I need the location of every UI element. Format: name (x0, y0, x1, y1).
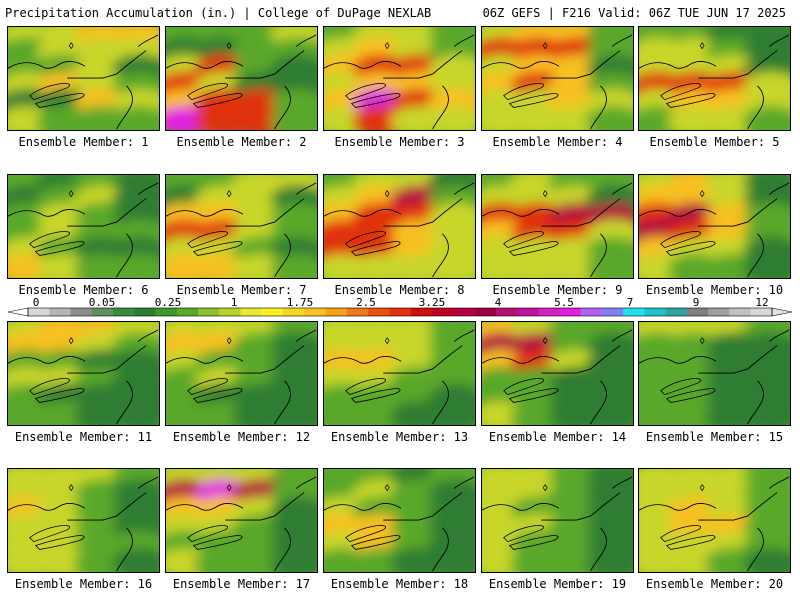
ensemble-member-map (323, 26, 476, 131)
colorbar-tick-label: 3.25 (418, 296, 446, 309)
colorbar-swatch (601, 308, 624, 316)
colorbar-tick-label: 0 (32, 296, 40, 309)
colorbar-low-arrow (8, 307, 29, 317)
ensemble-member-label: Ensemble Member: 13 (330, 430, 469, 444)
colorbar-swatch (261, 308, 284, 316)
ensemble-member-map (7, 321, 160, 426)
ensemble-member-map (638, 174, 791, 279)
ensemble-member-map (481, 174, 634, 279)
colorbar-swatch (453, 308, 475, 316)
ensemble-member-map (481, 321, 634, 426)
colorbar-swatch (538, 308, 560, 316)
colorbar-swatch (623, 308, 645, 316)
ensemble-member-map (165, 26, 318, 131)
colorbar-labels: 0 0.05 0.25 1 1.75 2.5 3.25 4 5.5 7 9 12 (0, 296, 800, 309)
colorbar-swatch (304, 308, 326, 316)
colorbar-swatch (49, 308, 71, 316)
colorbar-tick-label: 4 (494, 296, 502, 309)
ensemble-member-label: Ensemble Member: 7 (176, 283, 307, 297)
colorbar-swatch (325, 308, 348, 316)
ensemble-member-label: Ensemble Member: 12 (172, 430, 311, 444)
ensemble-member-label: Ensemble Member: 20 (645, 577, 784, 591)
ensemble-member-map (165, 468, 318, 573)
ensemble-member-map (638, 26, 791, 131)
ensemble-member-label: Ensemble Member: 18 (330, 577, 469, 591)
colorbar-swatch (495, 308, 518, 316)
ensemble-member-label: Ensemble Member: 1 (18, 135, 149, 149)
ensemble-member-map (165, 174, 318, 279)
colorbar-tick-label: 1 (230, 296, 238, 309)
colorbar-tick-label: 0.25 (154, 296, 182, 309)
ensemble-member-map (7, 26, 160, 131)
colorbar-tick-label: 9 (692, 296, 700, 309)
colorbar-swatch (240, 308, 263, 316)
colorbar-tick-label: 0.05 (88, 296, 116, 309)
colorbar-swatch (431, 308, 454, 316)
colorbar-swatch (665, 308, 688, 316)
ensemble-member-map (481, 26, 634, 131)
colorbar-swatch (559, 308, 581, 316)
colorbar-swatch (410, 308, 433, 316)
colorbar-swatch (176, 308, 199, 316)
colorbar-swatch (750, 308, 773, 316)
ensemble-member-label: Ensemble Member: 17 (172, 577, 311, 591)
ensemble-member-label: Ensemble Member: 8 (334, 283, 465, 297)
colorbar-swatch (389, 308, 411, 316)
ensemble-member-map (323, 174, 476, 279)
colorbar-swatch (346, 308, 369, 316)
colorbar-swatch (708, 308, 730, 316)
colorbar-tick-label: 12 (755, 296, 769, 309)
colorbar-tick-label: 5.5 (554, 296, 574, 309)
ensemble-member-label: Ensemble Member: 11 (14, 430, 153, 444)
colorbar-swatch (91, 308, 114, 316)
ensemble-member-label: Ensemble Member: 19 (488, 577, 627, 591)
ensemble-member-map (323, 468, 476, 573)
ensemble-member-label: Ensemble Member: 3 (334, 135, 465, 149)
ensemble-member-label: Ensemble Member: 15 (645, 430, 784, 444)
ensemble-member-map (165, 321, 318, 426)
colorbar-swatch (134, 308, 156, 316)
ensemble-member-map (481, 468, 634, 573)
ensemble-member-label: Ensemble Member: 2 (176, 135, 307, 149)
ensemble-member-label: Ensemble Member: 6 (18, 283, 149, 297)
colorbar-swatch (729, 308, 752, 316)
colorbar-swatch (368, 308, 390, 316)
ensemble-member-label: Ensemble Member: 4 (492, 135, 623, 149)
colorbar-swatch (198, 308, 220, 316)
colorbar-swatch (155, 308, 178, 316)
colorbar-tick-label: 2.5 (356, 296, 376, 309)
ensemble-member-map (323, 321, 476, 426)
run-info: 06Z GEFS | F216 Valid: 06Z TUE JUN 17 20… (482, 6, 786, 20)
colorbar-tick-label: 1.75 (286, 296, 314, 309)
colorbar-swatch (219, 308, 241, 316)
ensemble-member-label: Ensemble Member: 16 (14, 577, 153, 591)
colorbar-swatch (516, 308, 539, 316)
ensemble-member-label: Ensemble Member: 14 (488, 430, 627, 444)
ensemble-member-label: Ensemble Member: 10 (645, 283, 784, 297)
colorbar-swatch (644, 308, 667, 316)
colorbar-swatch (70, 308, 93, 316)
ensemble-member-map (7, 468, 160, 573)
ensemble-member-label: Ensemble Member: 5 (649, 135, 780, 149)
ensemble-member-map (638, 468, 791, 573)
colorbar-swatch (580, 308, 603, 316)
colorbar-high-arrow (771, 307, 792, 317)
ensemble-member-label: Ensemble Member: 9 (492, 283, 623, 297)
colorbar-swatch (28, 308, 50, 316)
precip-colorbar (8, 307, 792, 317)
ensemble-member-map (7, 174, 160, 279)
colorbar-swatch (113, 308, 135, 316)
colorbar-swatch (686, 308, 709, 316)
map-title: Precipitation Accumulation (in.) | Colle… (5, 6, 432, 20)
colorbar-swatch (283, 308, 305, 316)
ensemble-member-map (638, 321, 791, 426)
colorbar-swatch (474, 308, 496, 316)
colorbar-tick-label: 7 (626, 296, 634, 309)
